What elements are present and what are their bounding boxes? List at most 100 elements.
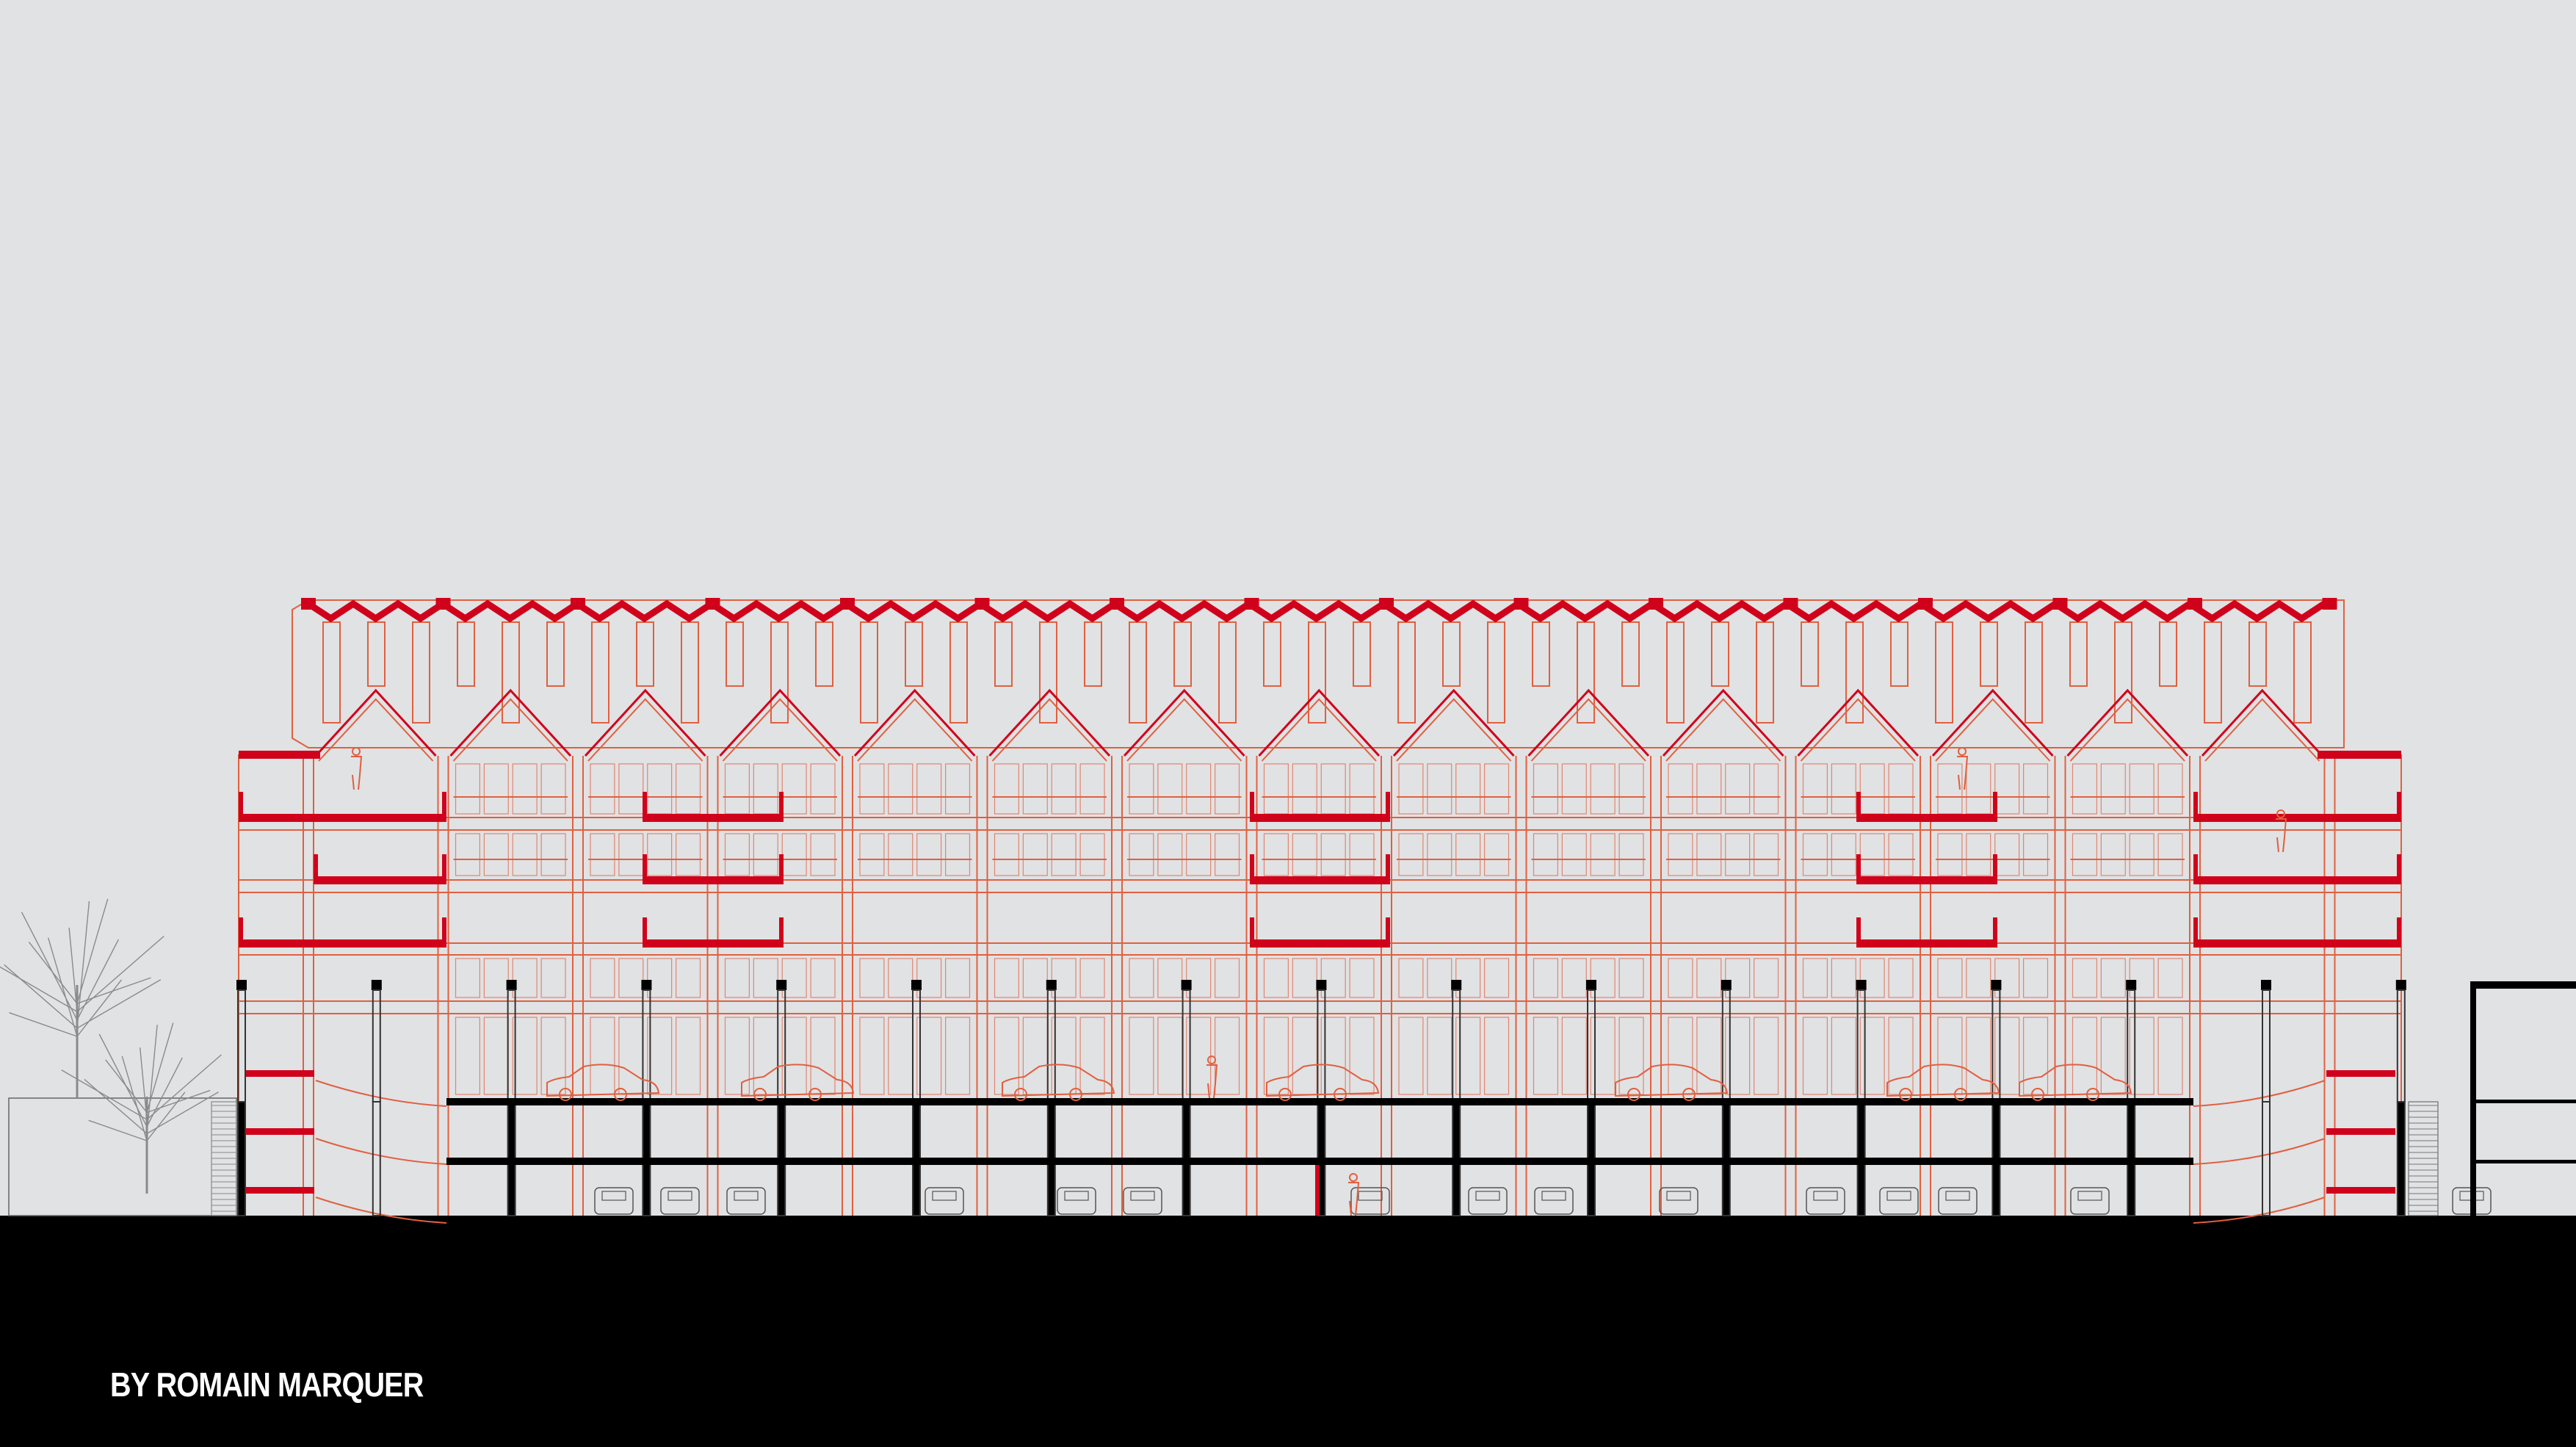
window-panel bbox=[1263, 833, 1289, 876]
roof-window-slot bbox=[1577, 621, 1595, 724]
roof-joint-block bbox=[840, 598, 855, 610]
window-panel bbox=[1455, 763, 1481, 815]
window-panel bbox=[1051, 763, 1077, 815]
window-panel bbox=[810, 1017, 836, 1095]
roof-window-slot bbox=[726, 621, 744, 687]
roof-window-slot bbox=[1666, 621, 1685, 724]
window-panel bbox=[1994, 958, 2020, 998]
balcony-upstand bbox=[1993, 854, 1997, 880]
window-panel bbox=[753, 763, 778, 815]
parked-car-front-icon bbox=[1659, 1187, 1698, 1215]
roof-window-slot bbox=[905, 621, 923, 687]
window-panel bbox=[590, 1017, 615, 1095]
window-panel bbox=[1186, 958, 1212, 998]
roof-joint-block bbox=[1244, 598, 1259, 610]
post-cap bbox=[641, 980, 652, 990]
roof-window-slot bbox=[681, 621, 699, 724]
window-panel bbox=[916, 958, 942, 998]
window-panel bbox=[724, 833, 750, 876]
window-panel bbox=[618, 958, 644, 998]
post-upper bbox=[642, 989, 651, 1103]
window-panel bbox=[1888, 1017, 1914, 1095]
window-panel bbox=[1215, 1017, 1240, 1095]
window-panel bbox=[1320, 763, 1346, 815]
window-panel bbox=[1994, 833, 2020, 876]
window-panel bbox=[1966, 833, 1991, 876]
window-panel bbox=[2023, 1017, 2049, 1095]
balcony-upstand bbox=[442, 917, 446, 943]
car-wheel bbox=[808, 1088, 822, 1101]
gable-roof-line bbox=[1662, 688, 1784, 757]
window-panel bbox=[1754, 958, 1779, 998]
floor-slab bbox=[2193, 876, 2401, 884]
floor-slab bbox=[2193, 939, 2401, 948]
floor-slab bbox=[643, 876, 784, 884]
window-panel bbox=[540, 958, 566, 998]
window-panel bbox=[781, 958, 807, 998]
car-wheel bbox=[1069, 1088, 1082, 1101]
roof-window-slot bbox=[2204, 621, 2222, 724]
window-panel bbox=[1349, 1017, 1375, 1095]
parked-car-windshield bbox=[734, 1191, 759, 1201]
ramp-slab-left bbox=[245, 1070, 314, 1077]
post-cap bbox=[1586, 980, 1596, 990]
balcony-upstand bbox=[1386, 792, 1390, 818]
window-panel bbox=[945, 958, 971, 998]
balcony-upstand bbox=[1250, 854, 1254, 880]
window-panel bbox=[1455, 958, 1481, 998]
window-panel bbox=[2157, 1017, 2183, 1095]
floor-slab bbox=[314, 876, 446, 884]
parked-car-front-icon bbox=[726, 1187, 766, 1215]
gable-roof-inner-line bbox=[587, 698, 703, 762]
tree-large-branch bbox=[76, 977, 151, 1004]
window-panel bbox=[945, 833, 971, 876]
post-cap bbox=[371, 980, 382, 990]
roof-window-slot bbox=[1397, 621, 1416, 724]
post-lower bbox=[237, 1101, 246, 1216]
gable-roof-inner-line bbox=[1261, 698, 1377, 762]
roof-window-slot bbox=[1308, 621, 1326, 724]
roof-window-slot bbox=[1845, 621, 1864, 724]
tree-large-branch bbox=[76, 901, 90, 1028]
roof-window-slot bbox=[1218, 621, 1237, 724]
window-panel bbox=[540, 833, 566, 876]
window-panel bbox=[1888, 958, 1914, 998]
window-panel bbox=[483, 763, 509, 815]
window-panel bbox=[1320, 833, 1346, 876]
roof-window-slot bbox=[1980, 621, 1998, 687]
window-panel bbox=[1398, 763, 1424, 815]
window-panel bbox=[1157, 1017, 1183, 1095]
window-panel bbox=[590, 833, 615, 876]
roof-window-slot bbox=[2025, 621, 2043, 724]
balcony-upstand bbox=[239, 917, 243, 943]
window-panel bbox=[1561, 833, 1587, 876]
window-panel bbox=[1754, 763, 1779, 815]
window-panel bbox=[676, 1017, 701, 1095]
gable-roof-line bbox=[449, 688, 572, 757]
window-panel bbox=[1292, 958, 1317, 998]
window-panel bbox=[540, 1017, 566, 1095]
window-panel bbox=[1022, 763, 1048, 815]
window-panel bbox=[994, 1017, 1019, 1095]
window-panel bbox=[1725, 763, 1751, 815]
car-wheel bbox=[614, 1088, 627, 1101]
ramp-curve-left bbox=[315, 1080, 447, 1107]
window-panel bbox=[1051, 958, 1077, 998]
floor-slab bbox=[643, 939, 784, 948]
gable-roof-inner-line bbox=[991, 698, 1107, 762]
roof-window-slot bbox=[1711, 621, 1729, 687]
roof-window-slot bbox=[1532, 621, 1550, 687]
floor-slab bbox=[643, 814, 784, 822]
tree-small-branch bbox=[146, 1054, 222, 1120]
window-panel bbox=[1129, 763, 1154, 815]
ramp-slab-left bbox=[245, 1187, 314, 1194]
window-panel bbox=[647, 958, 673, 998]
post-cap bbox=[1721, 980, 1732, 990]
gable-roof-line bbox=[853, 688, 976, 757]
window-panel bbox=[1668, 763, 1693, 815]
window-panel bbox=[676, 763, 701, 815]
gable-roof-line bbox=[1123, 688, 1245, 757]
window-panel bbox=[1533, 958, 1558, 998]
roof-window-slot bbox=[1039, 621, 1057, 724]
floor-slab bbox=[1856, 939, 1997, 948]
